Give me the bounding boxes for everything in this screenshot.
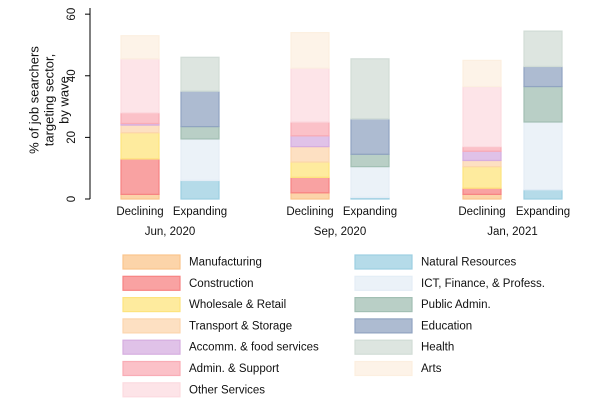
bar-segment: [462, 166, 502, 189]
bar-segment: [350, 166, 390, 199]
legend-label: Construction: [189, 278, 254, 290]
bar-segment: [350, 118, 390, 155]
bar-segment: [180, 90, 220, 128]
bar-segment: [462, 59, 502, 88]
bar-segment: [523, 85, 563, 123]
legend-swatch: [122, 275, 181, 291]
legend-swatch: [122, 297, 181, 313]
legend-swatch: [354, 318, 413, 334]
legend-swatch: [122, 360, 181, 377]
legend-swatch: [354, 339, 413, 355]
y-axis-label: targeting sector,: [41, 54, 56, 147]
legend-swatch: [354, 360, 413, 377]
legend-swatch: [354, 254, 413, 270]
bar-segment: [462, 146, 502, 152]
bar-segment: [180, 56, 220, 92]
bar-segment: [462, 193, 502, 200]
bar-segment: [120, 158, 160, 195]
bar-segment: [290, 135, 330, 148]
legend-label: Manufacturing: [189, 257, 262, 269]
y-tick-label: 20: [66, 131, 78, 144]
bar-segment: [120, 132, 160, 160]
legend-swatch: [122, 382, 181, 398]
legend-swatch: [354, 275, 413, 291]
legend-label: Other Services: [189, 384, 265, 396]
bar-segment: [290, 146, 330, 163]
bar-segment: [120, 112, 160, 125]
x-tick-label: Expanding: [516, 206, 570, 218]
legend-label: ICT, Finance, & Profess.: [421, 278, 545, 290]
x-tick-label: Expanding: [173, 206, 227, 218]
bar-segment: [290, 176, 330, 194]
bar-segment: [290, 32, 330, 69]
bar-segment: [462, 159, 502, 168]
group-label: Sep, 2020: [314, 226, 366, 238]
bar-segment: [290, 161, 330, 179]
group-label: Jun, 2020: [145, 226, 196, 238]
bar-segment: [180, 179, 220, 200]
bar-segment: [462, 187, 502, 195]
x-tick-label: Expanding: [343, 206, 397, 218]
legend-label: Natural Resources: [421, 257, 516, 269]
x-tick-label: Declining: [458, 206, 505, 218]
bar-segment: [120, 193, 160, 200]
legend-label: Accomm. & food services: [189, 342, 319, 354]
x-tick-label: Declining: [116, 206, 163, 218]
bar-segment: [523, 30, 563, 68]
bar-segment: [290, 67, 330, 123]
bar-segment: [120, 124, 160, 134]
bar-segment: [350, 58, 390, 120]
legend-label: Wholesale & Retail: [189, 299, 286, 311]
legend-label: Education: [421, 320, 472, 332]
bar-segment: [180, 126, 220, 140]
legend-label: Arts: [421, 363, 442, 375]
bar-segment: [120, 58, 160, 114]
x-tick-label: Declining: [286, 206, 333, 218]
bar-segment: [180, 138, 220, 182]
legend-label: Admin. & Support: [189, 363, 280, 375]
legend-label: Public Admin.: [421, 299, 491, 311]
bar-segment: [350, 153, 390, 168]
group-label: Jan, 2021: [487, 226, 538, 238]
legend-swatch: [122, 318, 181, 334]
y-axis-label: by wave: [56, 76, 71, 124]
y-tick-label: 40: [66, 69, 78, 82]
bar-segment: [120, 35, 160, 60]
y-tick-label: 0: [66, 196, 78, 202]
y-axis-label: % of job searchers: [26, 46, 41, 154]
y-tick-label: 60: [66, 8, 78, 21]
legend-swatch: [122, 254, 181, 270]
legend-label: Health: [421, 342, 454, 354]
legend-label: Transport & Storage: [189, 320, 292, 332]
bar-segment: [523, 189, 563, 200]
bar-segment: [462, 85, 502, 148]
legend-swatch: [122, 339, 181, 355]
bar-segment: [290, 121, 330, 137]
legend-swatch: [354, 297, 413, 313]
bar-segment: [523, 121, 563, 191]
bar-segment: [523, 65, 563, 88]
bar-segment: [462, 150, 502, 162]
bar-segment: [290, 192, 330, 200]
